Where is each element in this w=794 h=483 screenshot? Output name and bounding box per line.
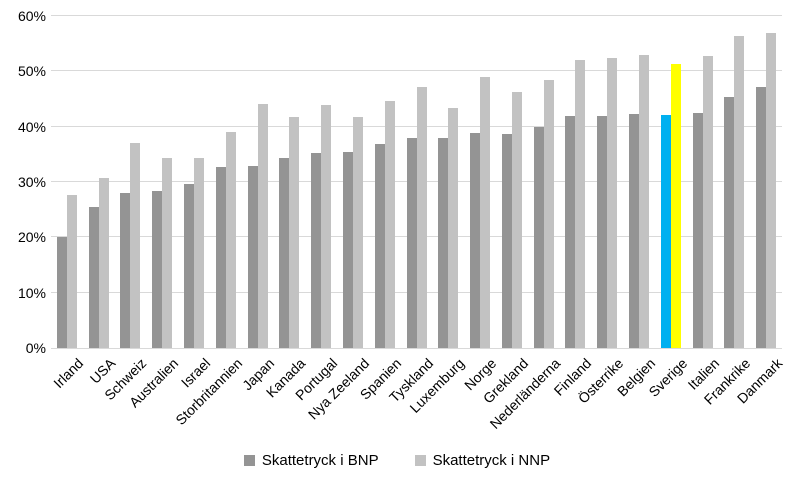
gridline bbox=[51, 348, 782, 349]
bar-nnp-nederländerna bbox=[543, 79, 554, 348]
bar-nnp-storbritannien bbox=[225, 132, 236, 348]
y-axis-label: 60% bbox=[17, 8, 46, 24]
bar-nnp-norge bbox=[480, 77, 491, 348]
legend-item-bnp: Skattetryck i BNP bbox=[243, 451, 379, 469]
bar-nnp-irland bbox=[66, 194, 77, 348]
bar-nnp-kanada bbox=[289, 116, 300, 348]
legend-swatch-nnp-icon bbox=[414, 454, 426, 466]
bar-bnp-belgien bbox=[628, 113, 639, 348]
legend-item-nnp: Skattetryck i NNP bbox=[414, 451, 551, 469]
y-axis-label: 10% bbox=[17, 284, 46, 301]
y-axis-label: 30% bbox=[17, 174, 46, 190]
y-axis-label: 40% bbox=[17, 118, 46, 135]
bar-bnp-schweiz bbox=[120, 193, 131, 348]
bar-bnp-danmark bbox=[756, 86, 767, 348]
bar-nnp-österrike bbox=[607, 57, 618, 348]
legend-label-nnp: Skattetryck i NNP bbox=[432, 451, 551, 469]
bar-nnp-luxemburg bbox=[448, 107, 459, 348]
bar-nnp-finland bbox=[575, 60, 586, 348]
bar-bnp-australien bbox=[152, 190, 163, 348]
bar-bnp-österrike bbox=[597, 115, 608, 348]
bar-nnp-schweiz bbox=[130, 143, 141, 348]
plot-area bbox=[51, 15, 782, 349]
bar-bnp-frankrike bbox=[724, 97, 735, 348]
bar-nnp-grekland bbox=[511, 91, 522, 348]
bar-bnp-nederländerna bbox=[533, 126, 544, 348]
legend: Skattetryck i BNP Skattetryck i NNP bbox=[0, 447, 794, 473]
gridline bbox=[51, 15, 782, 16]
bar-bnp-sverige bbox=[660, 114, 671, 348]
bar-bnp-italien bbox=[692, 112, 703, 348]
bar-bnp-storbritannien bbox=[215, 166, 226, 348]
bar-bnp-nya-zeeland bbox=[342, 152, 353, 348]
bar-nnp-nya-zeeland bbox=[352, 116, 363, 348]
bar-nnp-usa bbox=[98, 178, 109, 348]
bar-bnp-israel bbox=[184, 183, 195, 348]
bar-nnp-spanien bbox=[384, 101, 395, 348]
bar-nnp-sverige bbox=[670, 63, 681, 348]
legend-swatch-bnp-icon bbox=[243, 454, 255, 466]
bar-bnp-tyskland bbox=[406, 137, 417, 348]
bar-nnp-japan bbox=[257, 104, 268, 348]
bar-bnp-japan bbox=[247, 166, 258, 348]
y-axis-label: 50% bbox=[17, 63, 46, 80]
bar-nnp-belgien bbox=[638, 54, 649, 348]
bar-bnp-luxemburg bbox=[438, 137, 449, 348]
bar-nnp-australien bbox=[162, 157, 173, 348]
bar-bnp-portugal bbox=[311, 152, 322, 348]
bar-bnp-kanada bbox=[279, 157, 290, 348]
bar-nnp-italien bbox=[702, 56, 713, 348]
bar-nnp-israel bbox=[194, 157, 205, 348]
gridline bbox=[51, 70, 782, 72]
bar-nnp-tyskland bbox=[416, 87, 427, 348]
bar-bnp-grekland bbox=[501, 133, 512, 348]
bar-bnp-finland bbox=[565, 116, 576, 348]
bar-bnp-spanien bbox=[374, 143, 385, 348]
legend-label-bnp: Skattetryck i BNP bbox=[261, 451, 379, 469]
bar-nnp-frankrike bbox=[734, 35, 745, 348]
bar-nnp-portugal bbox=[321, 104, 332, 348]
bar-bnp-usa bbox=[88, 206, 99, 348]
bar-bnp-norge bbox=[470, 133, 481, 348]
y-axis-label: 0% bbox=[25, 340, 46, 356]
bar-nnp-danmark bbox=[766, 32, 777, 348]
bar-bnp-irland bbox=[56, 237, 67, 348]
y-axis-label: 20% bbox=[17, 229, 46, 246]
